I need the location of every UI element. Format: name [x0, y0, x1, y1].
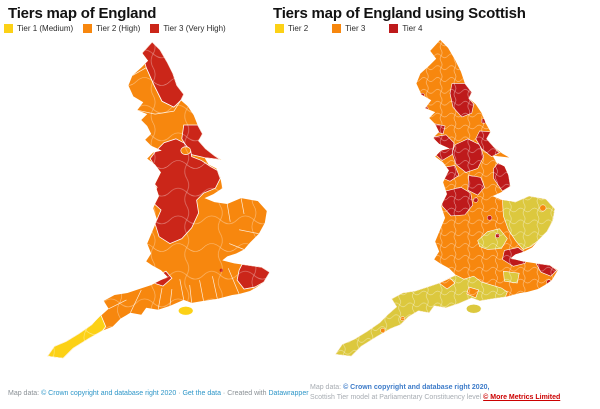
legend-item-tier2: Tier 2 [275, 24, 308, 33]
tier4-swatch-right [389, 24, 399, 33]
legend-item-tier1-medium: Tier 1 (Medium) [4, 24, 73, 33]
county-border-texture [47, 41, 270, 359]
tier2-label: Tier 2 (High) [96, 24, 141, 33]
right-legend: Tier 2 Tier 3 Tier 4 [275, 24, 446, 33]
map-data-prefix-right: Map data: [310, 384, 344, 391]
tier3-swatch-right [332, 24, 342, 33]
tier3-label-right: Tier 3 [345, 24, 366, 33]
crown-copyright-link-right[interactable]: © Crown copyright and database right 202… [343, 384, 490, 391]
england-tiers-map-left [47, 41, 270, 359]
tier4-label-right: Tier 4 [402, 24, 423, 33]
tier1-swatch [4, 24, 13, 33]
left-map-title: Tiers map of England [8, 5, 157, 22]
constituency-border-texture [335, 39, 558, 357]
left-legend: Tier 1 (Medium) Tier 2 (High) Tier 3 (Ve… [4, 24, 236, 33]
map-data-prefix: Map data: [8, 390, 42, 397]
right-attribution: Map data: © Crown copyright and database… [310, 383, 560, 403]
tier2-swatch-right [275, 24, 284, 33]
region-isle-of-wight-tier2 [466, 304, 482, 314]
separator-dot-2: · [220, 390, 228, 397]
legend-item-tier3-very-high: Tier 3 (Very High) [150, 24, 226, 33]
legend-item-tier4: Tier 4 [389, 24, 422, 33]
england-scottish-tiers-map-right [335, 39, 558, 357]
tier3-swatch [150, 24, 160, 33]
left-attribution: Map data: © Crown copyright and database… [8, 390, 309, 397]
created-with-text: Created with [227, 390, 269, 397]
right-attribution-line1: Map data: © Crown copyright and database… [310, 383, 560, 393]
datawrapper-link[interactable]: Datawrapper [268, 390, 309, 397]
crown-copyright-link[interactable]: © Crown copyright and database right 202… [41, 390, 177, 397]
region-isle-of-wight-tier1 [178, 306, 194, 316]
right-map-title: Tiers map of England using Scottish [273, 5, 526, 22]
get-the-data-link[interactable]: Get the data [182, 390, 221, 397]
tier2-swatch [83, 24, 93, 33]
tier3-label: Tier 3 (Very High) [163, 24, 226, 33]
more-metrics-link[interactable]: © More Metrics Limited [483, 394, 561, 401]
scottish-tier-model-text: Scottish Tier model at Parliamentary Con… [310, 394, 484, 401]
tier1-label: Tier 1 (Medium) [17, 24, 74, 33]
legend-item-tier3: Tier 3 [332, 24, 365, 33]
separator-dot: · [176, 390, 183, 397]
right-attribution-line2: Scottish Tier model at Parliamentary Con… [310, 393, 560, 403]
tier2-label-right: Tier 2 [288, 24, 309, 33]
legend-item-tier2-high: Tier 2 (High) [83, 24, 140, 33]
